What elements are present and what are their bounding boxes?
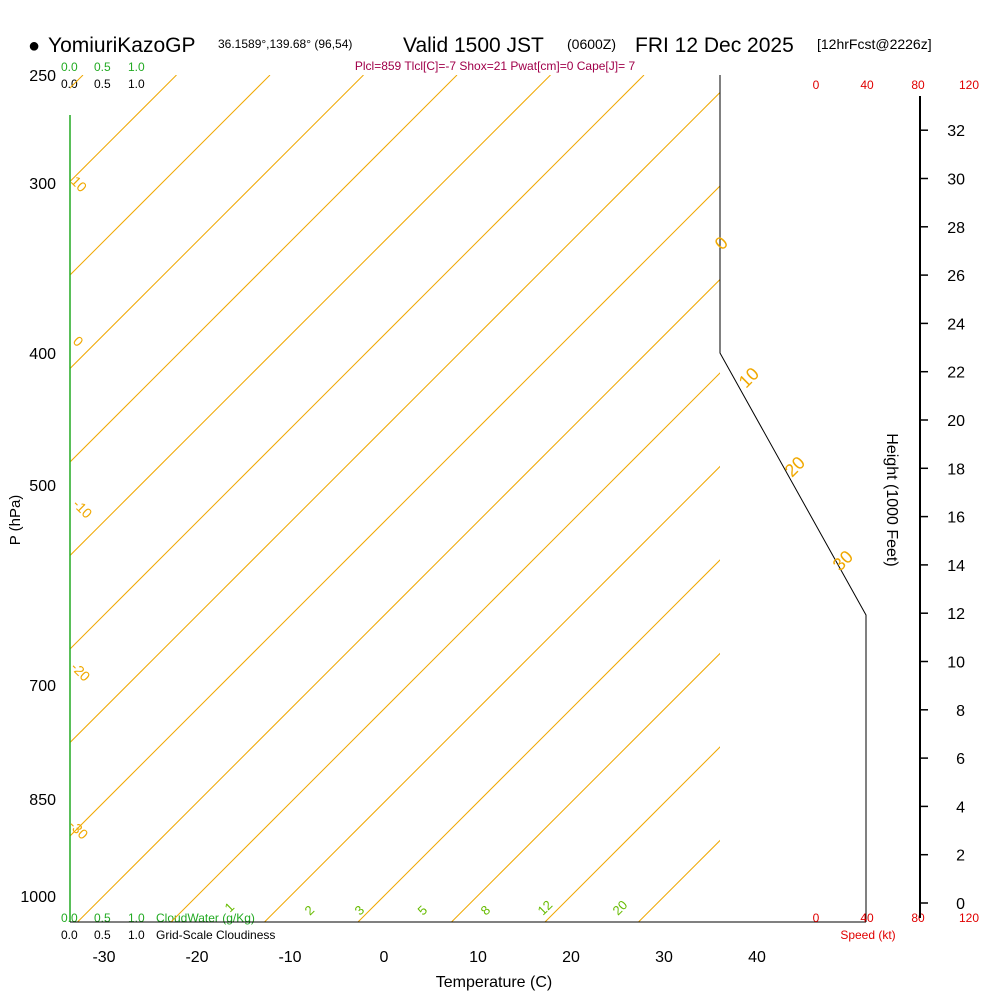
cloudwater-label: CloudWater (g/Kg) <box>156 911 255 925</box>
speed-top-tick: 0 <box>813 78 820 92</box>
speed-scale: 0 40 80 120 0 40 80 120 Speed (kt) <box>813 78 980 942</box>
isotherm-line <box>70 75 271 276</box>
isotherm-line <box>70 75 645 650</box>
height-tick-label: 32 <box>947 123 965 140</box>
speed-top-tick: 120 <box>959 78 979 92</box>
isotherm-line <box>544 746 720 922</box>
cloudiness-label: Grid-Scale Cloudiness <box>156 928 275 942</box>
isotherm-line <box>357 559 720 922</box>
height-tick-label: 30 <box>947 172 965 189</box>
p-tick-label: 300 <box>29 176 56 193</box>
cloudiness-2: 1.0 <box>128 928 145 942</box>
speed-top-tick: 80 <box>911 78 925 92</box>
wind-panel-border <box>719 75 867 922</box>
height-tick-label: 14 <box>947 558 965 575</box>
forecast-info: [12hrFcst@2226z] <box>817 36 932 52</box>
y-axis-label: P (hPa) <box>7 495 24 546</box>
station-coords: 36.1589°,139.68° (96,54) <box>218 37 352 51</box>
zulu-time: (0600Z) <box>567 36 616 52</box>
isotherm-line <box>70 75 458 463</box>
isotherm-line <box>77 278 720 922</box>
height-tick-label: 0 <box>956 896 965 913</box>
height-tick-label: 6 <box>956 751 965 768</box>
station-name: YomiuriKazoGP <box>48 34 195 57</box>
speed-bottom-tick: 40 <box>860 911 874 925</box>
height-tick-label: 22 <box>947 365 965 382</box>
scale-green-1: 0.5 <box>94 60 111 74</box>
x-tick-label: -10 <box>278 949 301 966</box>
scale-black-0: 0.0 <box>61 77 78 91</box>
height-tick-label: 10 <box>947 655 965 672</box>
scale-black-1: 0.5 <box>94 77 111 91</box>
p-tick-label: 400 <box>29 346 56 363</box>
cloud-green-1: 0.5 <box>94 911 111 925</box>
height-tick-label: 18 <box>947 461 965 478</box>
x-axis-label: Temperature (C) <box>436 974 552 991</box>
height-tick-label: 12 <box>947 606 965 623</box>
x-tick-label: -30 <box>92 949 115 966</box>
cloudiness-1: 0.5 <box>94 928 111 942</box>
x-tick-label: 30 <box>655 949 673 966</box>
x-tick-label: 20 <box>562 949 580 966</box>
isotherm-line <box>264 465 720 922</box>
stability-indices: Plcl=859 Tlcl[C]=-7 Shox=21 Pwat[cm]=0 C… <box>355 59 636 73</box>
height-tick-label: 20 <box>947 413 965 430</box>
height-tick-label: 24 <box>947 316 965 333</box>
cloud-green-2: 1.0 <box>128 911 145 925</box>
pressure-tick-labels: 250 300 400 500 700 850 1000 <box>20 68 56 906</box>
scale-green-2: 1.0 <box>128 60 145 74</box>
height-tick-label: 26 <box>947 268 965 285</box>
temperature-tick-labels: -30 -20 -10 0 10 20 30 40 <box>92 949 766 966</box>
isotherm-lines <box>70 75 720 922</box>
speed-bottom-tick: 0 <box>813 911 820 925</box>
height-tick-label: 8 <box>956 703 965 720</box>
height-tick-label: 28 <box>947 220 965 237</box>
height-tick-label: 4 <box>956 799 965 816</box>
isotherm-line <box>70 75 364 370</box>
isotherm-line <box>170 372 720 922</box>
x-tick-label: 40 <box>748 949 766 966</box>
isotherm-line <box>70 91 720 744</box>
x-tick-label: 0 <box>380 949 389 966</box>
speed-bottom-tick: 80 <box>911 911 925 925</box>
speed-bottom-tick: 120 <box>959 911 979 925</box>
x-tick-label: 10 <box>469 949 487 966</box>
valid-date: FRI 12 Dec 2025 <box>635 34 794 57</box>
isotherm-line <box>70 75 551 557</box>
speed-label: Speed (kt) <box>840 928 895 942</box>
valid-label: Valid 1500 JST <box>403 34 544 57</box>
p-tick-label: 500 <box>29 478 56 495</box>
p-tick-label: 250 <box>29 68 56 85</box>
height-tick-label: 2 <box>956 848 965 865</box>
speed-top-tick: 40 <box>860 78 874 92</box>
p-tick-label: 700 <box>29 678 56 695</box>
p-tick-label: 850 <box>29 792 56 809</box>
height-axis-label: Height (1000 Feet) <box>883 433 900 566</box>
header-bullet: ● <box>28 35 40 57</box>
x-tick-label: -20 <box>185 949 208 966</box>
scale-black-2: 1.0 <box>128 77 145 91</box>
height-tick-label: 16 <box>947 510 965 527</box>
top-left-scale: 0.0 0.5 1.0 0.0 0.5 1.0 <box>61 60 145 91</box>
isotherm-line <box>70 185 720 837</box>
p-tick-label: 1000 <box>20 889 56 906</box>
scale-green-0: 0.0 <box>61 60 78 74</box>
cloudiness-0: 0.0 <box>61 928 78 942</box>
isotherm-line <box>451 652 720 922</box>
